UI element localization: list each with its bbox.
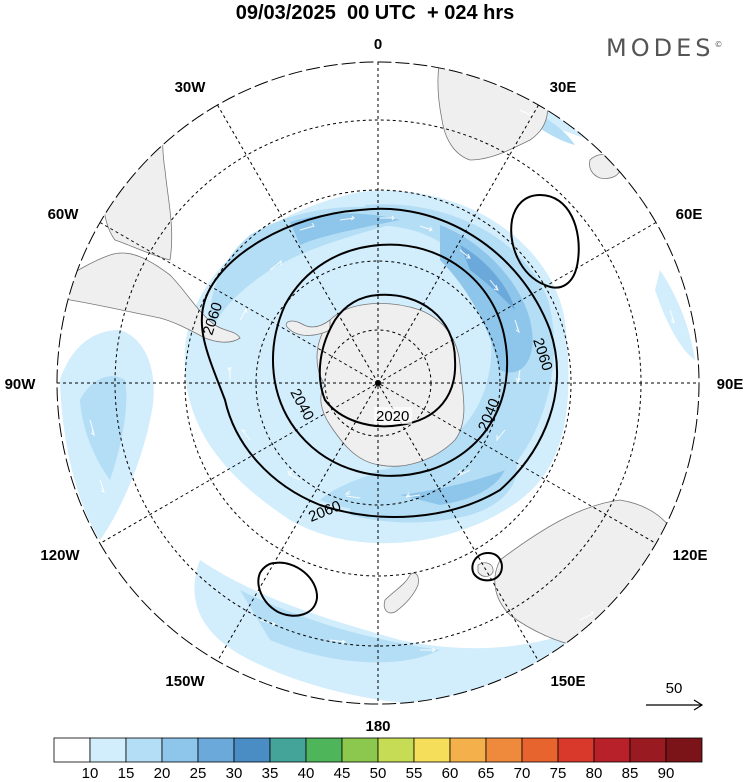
- colorbar-tick-label: 80: [586, 765, 603, 782]
- colorbar-tick-label: 20: [154, 765, 171, 782]
- colorbar-swatch: [557, 737, 595, 763]
- south-america-north: [102, 89, 173, 261]
- colorbar-swatch: [53, 737, 91, 763]
- colorbar-tick-label: 50: [370, 765, 387, 782]
- colorbar-tick-label: 35: [262, 765, 279, 782]
- colorbar-swatch: [449, 737, 487, 763]
- colorbar-swatch: [521, 737, 559, 763]
- colorbar-swatch: [197, 737, 235, 763]
- colorbar-swatch: [125, 737, 163, 763]
- vector-reference: 50: [646, 680, 704, 711]
- colorbar: 10 15 20 25 30 35 40 45 50 55 60 65 70 75 80 85 90: [53, 737, 703, 782]
- contour-label: 2020: [376, 408, 409, 425]
- contour-2040: [272, 243, 509, 477]
- lon-label: 60W: [48, 206, 80, 223]
- lon-label: 30E: [550, 79, 577, 96]
- contour-2020: [318, 293, 457, 428]
- map-disk: [57, 62, 699, 704]
- height-contours: [200, 193, 580, 617]
- colorbar-swatch: [269, 737, 307, 763]
- madagascar: [589, 154, 621, 179]
- lon-label: 0: [374, 36, 382, 53]
- colorbar-tick-label: 30: [226, 765, 243, 782]
- lon-label: 150E: [550, 673, 585, 690]
- colorbar-swatch: [629, 737, 667, 763]
- lon-label: 30W: [175, 79, 207, 96]
- map-border: [56, 61, 700, 705]
- colorbar-tick-label: 90: [658, 765, 675, 782]
- antarctic-peninsula: [285, 319, 331, 336]
- vector-reference-arrow-icon: [646, 699, 704, 711]
- colorbar-swatch: [341, 737, 379, 763]
- colorbar-swatch: [593, 737, 631, 763]
- brand-mark: ©: [714, 40, 723, 49]
- colorbar-tick-label: 10: [82, 765, 99, 782]
- contour-2060: [200, 207, 558, 518]
- colorbar-tick-label: 60: [442, 765, 459, 782]
- colorbar-tick-label: 25: [190, 765, 207, 782]
- contour-2060-small-south: [471, 551, 503, 582]
- south-pole-marker: [375, 380, 381, 386]
- lon-label: 180: [365, 718, 390, 735]
- lon-label: 90W: [5, 376, 37, 393]
- brand-name: MODES: [606, 34, 715, 62]
- colorbar-swatch: [485, 737, 523, 763]
- lon-label: 90E: [717, 376, 744, 393]
- colorbar-swatch: [377, 737, 415, 763]
- graticule: [57, 62, 699, 704]
- colorbar-tick-label: 40: [298, 765, 315, 782]
- lon-label: 60E: [676, 206, 703, 223]
- colorbar-tick-label: 15: [118, 765, 135, 782]
- south-america: [57, 252, 241, 343]
- colorbar-tick-label: 55: [406, 765, 423, 782]
- colorbar-tick-label: 65: [478, 765, 495, 782]
- contour-2060-high-east: [510, 193, 580, 289]
- brand-logo: MODES©: [606, 34, 722, 62]
- lon-label: 150W: [165, 673, 205, 690]
- contour-2060-low-southwest: [257, 561, 319, 617]
- colorbar-swatch: [665, 737, 703, 763]
- longitude-labels: 0 30E 60E 90E 120E 150E 180 150W 120W 90…: [5, 36, 744, 735]
- colorbar-swatch: [89, 737, 127, 763]
- map-title: 09/03/2025 00 UTC + 024 hrs: [235, 2, 515, 24]
- colorbar-swatch: [305, 737, 343, 763]
- colorbar-tick-label: 85: [622, 765, 639, 782]
- lon-label: 120W: [40, 547, 80, 564]
- new-zealand: [383, 572, 419, 614]
- vector-reference-value: 50: [666, 680, 683, 697]
- colorbar-swatch: [161, 737, 199, 763]
- colorbar-swatch: [413, 737, 451, 763]
- colorbar-tick-label: 75: [550, 765, 567, 782]
- lon-label: 120E: [672, 547, 707, 564]
- colorbar-swatch: [233, 737, 271, 763]
- colorbar-tick-label: 45: [334, 765, 351, 782]
- colorbar-tick-label: 70: [514, 765, 531, 782]
